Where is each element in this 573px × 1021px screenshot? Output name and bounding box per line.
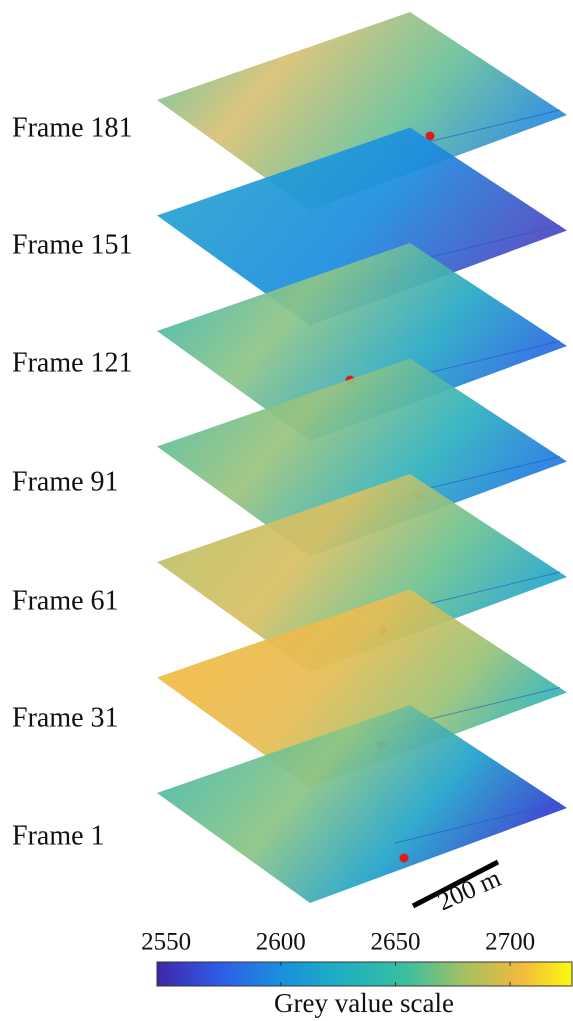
colorbar-tick-label: 2550 — [141, 929, 191, 956]
frame-label: Frame 151 — [12, 229, 133, 260]
frame — [157, 705, 567, 903]
colorbar-tick-label: 2650 — [370, 929, 420, 956]
marker-dot — [400, 854, 409, 863]
scale-bar-label: 200 m — [433, 863, 505, 916]
frame-label: Frame 1 — [12, 820, 105, 851]
frame-label: Frame 181 — [12, 112, 133, 143]
frame-image — [157, 705, 567, 903]
frame-label: Frame 121 — [12, 347, 133, 378]
colorbar-label: Grey value scale — [274, 988, 454, 1018]
frame-label: Frame 91 — [12, 466, 119, 497]
frame-stack — [157, 12, 567, 903]
figure: 200 m Grey value scale Frame 181 Frame 15… — [0, 0, 573, 1021]
frame-label: Frame 31 — [12, 702, 119, 733]
scale-bar: 200 m — [413, 862, 505, 916]
frame-label: Frame 61 — [12, 585, 119, 616]
colorbar-tick-label: 2600 — [256, 929, 306, 956]
colorbar-tick-label: 2700 — [485, 929, 535, 956]
